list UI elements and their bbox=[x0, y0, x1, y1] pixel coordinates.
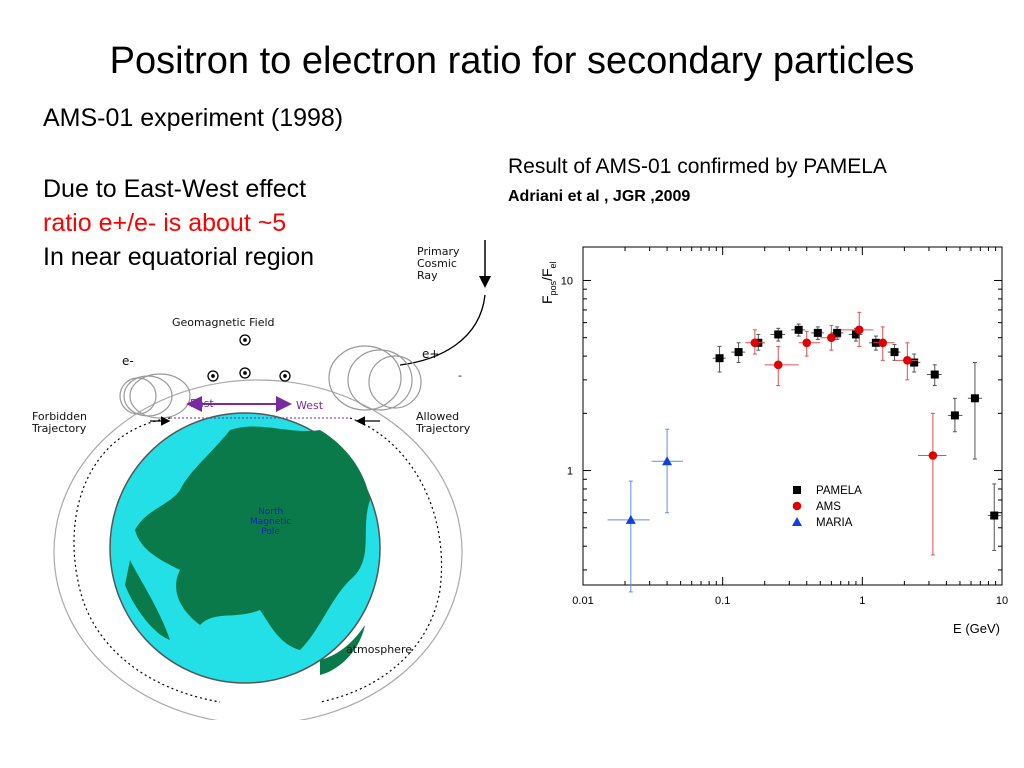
x-tick-label: 0.01 bbox=[572, 595, 593, 607]
y-tick-label: 1 bbox=[567, 466, 573, 478]
ams-point bbox=[903, 356, 912, 365]
pole-label: North Magnetic Pole bbox=[250, 507, 291, 537]
pamela-point bbox=[833, 328, 842, 337]
pamela-point bbox=[910, 358, 919, 367]
y-tick-label: 10 bbox=[561, 275, 573, 287]
forbidden-trajectory-word: Trajectory bbox=[32, 422, 87, 435]
ray-word: Ray bbox=[417, 269, 438, 282]
x-tick-label: 1 bbox=[859, 595, 865, 607]
pamela-point bbox=[930, 370, 939, 379]
explanation-text: Due to East-West effect ratio e+/e- is a… bbox=[43, 172, 314, 274]
allowed-trajectory-word: Trajectory bbox=[416, 422, 471, 435]
ams-point bbox=[750, 338, 760, 348]
primary-word: Primary bbox=[417, 245, 460, 258]
cosmic-word: Cosmic bbox=[417, 257, 457, 270]
positron-label: e+ bbox=[422, 347, 440, 361]
ams-point bbox=[802, 338, 812, 348]
pamela-point bbox=[734, 348, 743, 357]
legend-marker-pamela bbox=[793, 486, 801, 494]
ratio-chart: 0.01 0.1 1 10 1 10 PAMELA AMS MARIA E (GeV) Fpo… bbox=[520, 238, 1020, 648]
legend-label-pamela: PAMELA bbox=[816, 485, 862, 497]
legend-label-ams: AMS bbox=[816, 501, 841, 513]
electron-label: e- bbox=[122, 354, 134, 368]
electron-spiral bbox=[119, 373, 191, 419]
legend-marker-maria bbox=[792, 517, 802, 526]
ams-point bbox=[928, 451, 938, 460]
slide-title: Positron to electron ratio for secondary… bbox=[109, 40, 915, 82]
chart-svg: 0.01 0.1 1 10 1 10 PAMELA AMS MARIA E (GeV) Fpo… bbox=[539, 246, 1008, 636]
field-symbols bbox=[207, 334, 291, 382]
maria-point bbox=[625, 514, 636, 524]
pamela-point bbox=[890, 348, 899, 357]
primary-ray-curve bbox=[399, 294, 486, 366]
atmosphere-label: atmosphere bbox=[346, 643, 412, 656]
ams-point bbox=[854, 325, 864, 335]
result-text: Result of AMS-01 confirmed by PAMELA bbox=[508, 155, 887, 178]
ams-point bbox=[878, 338, 888, 348]
explanation-line-3: In near equatorial region bbox=[43, 243, 315, 271]
y-axis-label: Fpos/Fel bbox=[539, 261, 558, 304]
legend-marker-ams bbox=[792, 501, 802, 511]
plot-frame bbox=[582, 246, 1003, 586]
primary-ray-label: Primary Cosmic Ray bbox=[417, 246, 460, 282]
forbidden-label: Forbidden Trajectory bbox=[32, 411, 87, 435]
pamela-point bbox=[813, 328, 822, 337]
pamela-point bbox=[990, 511, 999, 520]
legend-label-maria: MARIA bbox=[816, 517, 853, 529]
earth-landmass bbox=[125, 426, 370, 675]
x-tick-label: 0.1 bbox=[715, 595, 730, 607]
x-axis-label: E (GeV) bbox=[953, 621, 1000, 636]
explanation-line-1: Due to East-West effect bbox=[43, 175, 307, 203]
pamela-point bbox=[851, 330, 860, 339]
minus-sign: - bbox=[458, 369, 462, 382]
x-tick-label: 10 bbox=[996, 595, 1008, 607]
allowed-label: Allowed Trajectory bbox=[416, 411, 470, 435]
forbidden-word: Forbidden bbox=[32, 410, 87, 423]
east-west-diagram: Primary Cosmic Ray Geomagnetic Field e- … bbox=[20, 230, 500, 725]
positron-spiral bbox=[328, 345, 422, 411]
slide-subtitle: AMS-01 experiment (1998) bbox=[43, 104, 344, 132]
ams-point bbox=[827, 333, 836, 342]
pole-word-pole: Pole bbox=[261, 527, 280, 537]
west-label: West bbox=[296, 399, 324, 412]
pamela-point bbox=[950, 411, 959, 420]
explanation-line-2: ratio e+/e- is about ~5 bbox=[43, 209, 287, 237]
ams-point bbox=[773, 360, 783, 370]
maria-point bbox=[662, 456, 673, 466]
pole-word-magnetic: Magnetic bbox=[250, 517, 292, 527]
pole-word-north: North bbox=[258, 507, 284, 517]
east-label: East bbox=[190, 397, 214, 410]
pamela-point bbox=[970, 394, 979, 403]
pamela-point bbox=[794, 325, 803, 334]
forbidden-trajectory-path bbox=[73, 417, 221, 703]
pamela-point bbox=[774, 330, 783, 339]
diagram-svg bbox=[53, 240, 491, 725]
result-note: Result of AMS-01 confirmed by PAMELA Adr… bbox=[508, 152, 887, 212]
geomagnetic-label: Geomagnetic Field bbox=[172, 316, 275, 329]
allowed-trajectory-path bbox=[319, 417, 443, 703]
pamela-point bbox=[715, 354, 724, 363]
citation: Adriani et al , JGR ,2009 bbox=[508, 188, 691, 205]
allowed-word: Allowed bbox=[416, 410, 460, 423]
